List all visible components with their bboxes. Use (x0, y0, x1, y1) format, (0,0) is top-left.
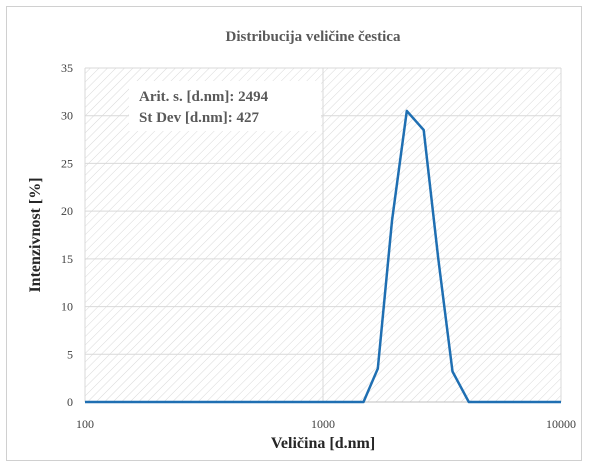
x-axis-label: Veličina [d.nm] (271, 435, 375, 452)
chart-svg: Distribucija veličine čestica 0 5 10 15 20 25… (27, 29, 576, 452)
x-tick-label: 10000 (546, 417, 576, 431)
y-tick-label: 0 (67, 395, 73, 409)
annotation-box (129, 81, 321, 131)
y-axis-label: Intenzivnost [%] (27, 177, 44, 292)
chart-title: Distribucija veličine čestica (226, 29, 401, 45)
y-tick-label: 30 (61, 109, 73, 123)
y-tick-label: 10 (61, 300, 73, 314)
x-tick-label: 1000 (311, 417, 335, 431)
annotation-stdev: St Dev [d.nm]: 427 (139, 110, 259, 126)
y-tick-label: 15 (61, 252, 73, 266)
annotation-mean: Arit. s. [d.nm]: 2494 (139, 89, 269, 105)
series-layer (85, 109, 561, 404)
tick-layer: 0 5 10 15 20 25 30 35 100 1000 10000 (61, 61, 576, 431)
x-tick-label: 100 (76, 417, 94, 431)
grid-layer (84, 67, 562, 403)
y-tick-label: 5 (67, 347, 73, 361)
y-tick-label: 25 (61, 156, 73, 170)
series-line (85, 109, 561, 404)
y-tick-label: 20 (61, 204, 73, 218)
y-tick-label: 35 (61, 61, 73, 75)
chart-frame: Distribucija veličine čestica 0 5 10 15 20 25… (6, 6, 582, 461)
